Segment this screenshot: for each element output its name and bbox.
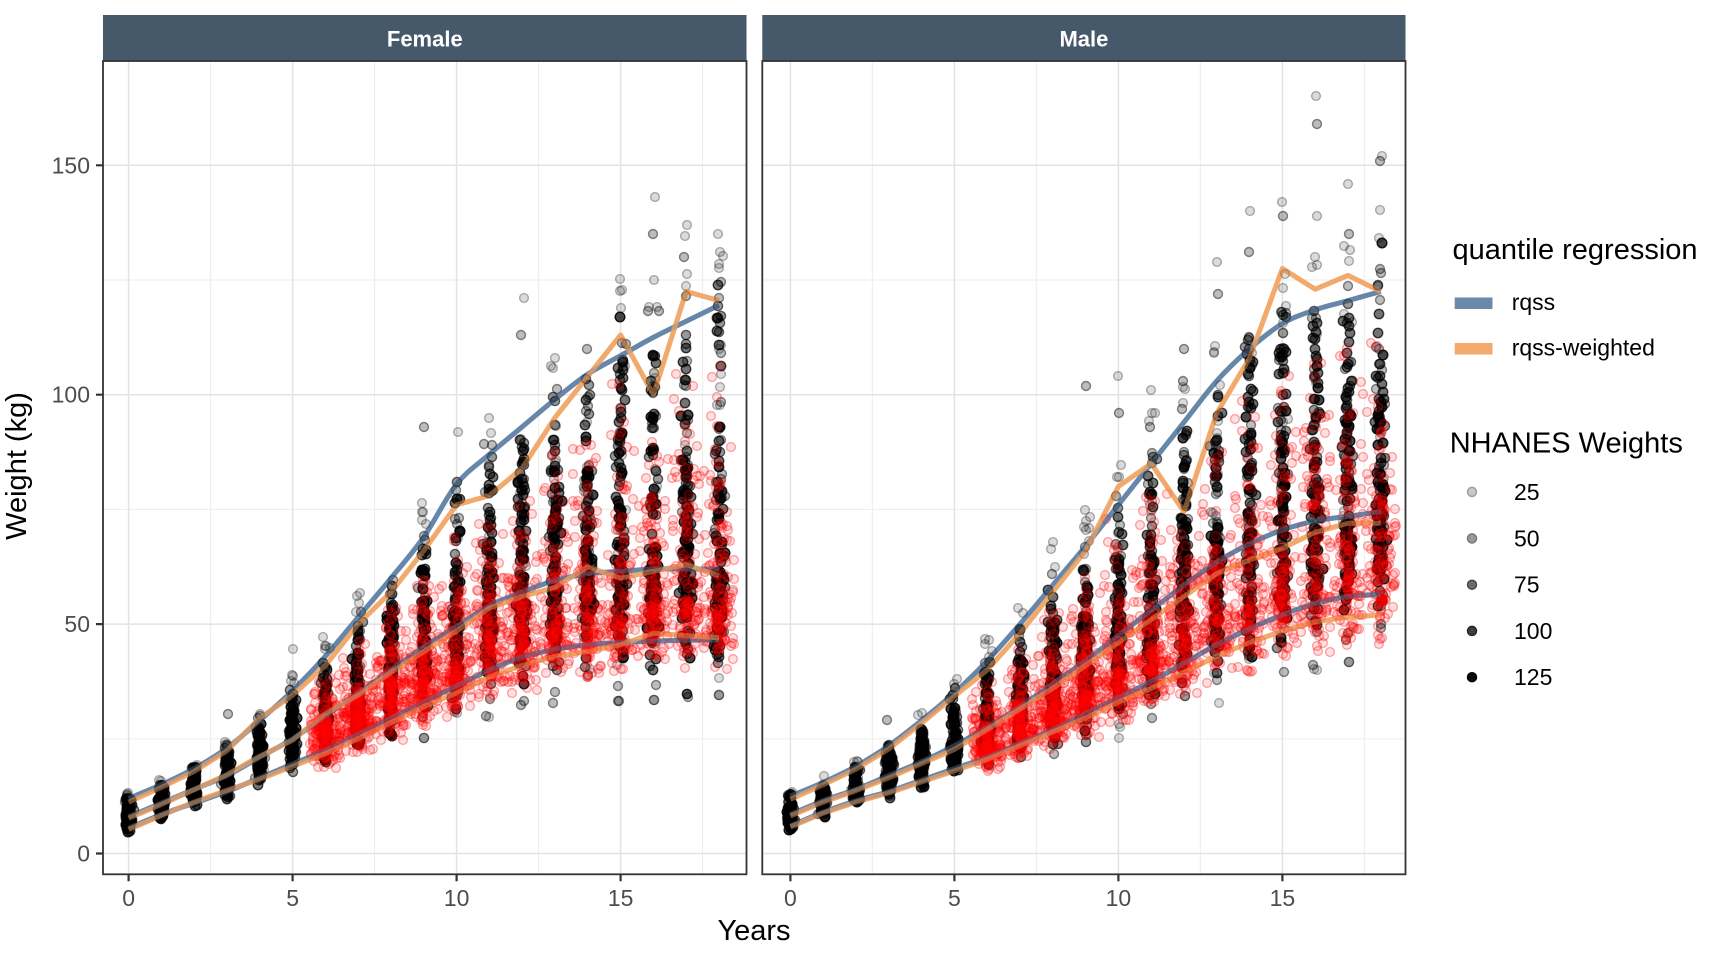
svg-text:Female: Female <box>387 27 463 52</box>
svg-text:Male: Male <box>1059 27 1108 52</box>
